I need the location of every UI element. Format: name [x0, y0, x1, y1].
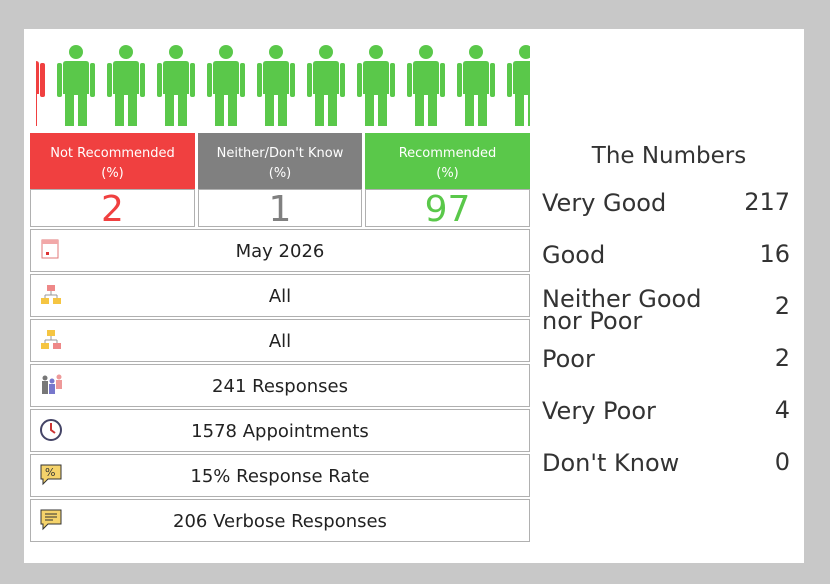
detail-icon — [40, 419, 62, 441]
numbers-title: The Numbers — [591, 143, 747, 169]
summary-label: Neither/Don't Know — [216, 146, 344, 161]
summary-label: Recommended — [398, 146, 497, 161]
number-value: 2 — [774, 344, 790, 372]
person-icon — [257, 45, 295, 126]
person-icon — [407, 45, 445, 126]
detail-text: 15% Response Rate — [190, 466, 370, 487]
detail-row: 1578 Appointments — [30, 409, 530, 452]
detail-text: All — [268, 331, 292, 352]
summary-unit: (%) — [268, 166, 292, 181]
person-icon — [207, 45, 245, 126]
person-icon — [157, 45, 195, 126]
number-row: Neither Good nor Poor 2 — [542, 287, 790, 333]
number-value: 2 — [774, 292, 790, 320]
number-label: Poor — [542, 345, 595, 373]
detail-icon — [40, 509, 62, 531]
number-row: Good 16 — [542, 236, 790, 272]
person-icon — [57, 45, 95, 126]
person-icon — [357, 45, 395, 126]
summary-unit: (%) — [101, 166, 124, 181]
dashboard-panel: The Numbers Very Good 217 Good 16 Neither Go… — [24, 29, 804, 563]
person-icon — [507, 45, 530, 126]
detail-icon — [41, 330, 61, 349]
person-icon — [457, 45, 495, 126]
detail-row: 206 Verbose Responses — [30, 499, 530, 542]
summary-unit: (%) — [436, 166, 459, 181]
summary-header: Neither/Don't Know (%) — [198, 133, 362, 190]
number-value: 217 — [744, 188, 790, 216]
person-icon — [107, 45, 145, 126]
number-label: Good — [542, 241, 606, 269]
number-row: Very Good 217 — [542, 184, 790, 220]
people-icons — [36, 45, 530, 126]
number-label: Don't Know — [542, 449, 680, 477]
svg-text:%: % — [45, 466, 55, 479]
number-row: Poor 2 — [542, 340, 790, 376]
detail-text: 241 Responses — [212, 376, 348, 397]
number-label: Neither Good nor Poor — [542, 285, 702, 335]
summary-value: 2 — [30, 189, 195, 230]
number-row: Very Poor 4 — [542, 392, 790, 428]
detail-text: 1578 Appointments — [191, 421, 369, 442]
detail-row: May 2026 — [30, 229, 530, 272]
detail-row: All — [30, 319, 530, 362]
detail-text: All — [268, 286, 292, 307]
number-row: Don't Know 0 — [542, 444, 790, 480]
detail-text: 206 Verbose Responses — [173, 511, 387, 532]
number-label: Very Poor — [542, 397, 656, 425]
summary-value: 1 — [198, 189, 362, 230]
detail-icon: % — [40, 464, 62, 486]
number-value: 0 — [774, 448, 790, 476]
person-icon — [36, 45, 45, 126]
number-value: 4 — [774, 396, 790, 424]
summary-header: Not Recommended (%) — [30, 133, 195, 190]
detail-icon — [41, 239, 59, 259]
summary-value: 97 — [365, 189, 530, 230]
number-label: Very Good — [542, 189, 667, 217]
detail-icon — [41, 285, 61, 304]
person-group — [57, 45, 530, 126]
number-value: 16 — [759, 240, 790, 268]
detail-row: All — [30, 274, 530, 317]
detail-icon — [42, 374, 62, 394]
summary-header: Recommended (%) — [365, 133, 530, 190]
detail-row: 241 Responses — [30, 364, 530, 407]
detail-text: May 2026 — [235, 241, 325, 262]
summary-label: Not Recommended — [50, 146, 175, 161]
detail-row: % 15% Response Rate — [30, 454, 530, 497]
person-icon — [307, 45, 345, 126]
